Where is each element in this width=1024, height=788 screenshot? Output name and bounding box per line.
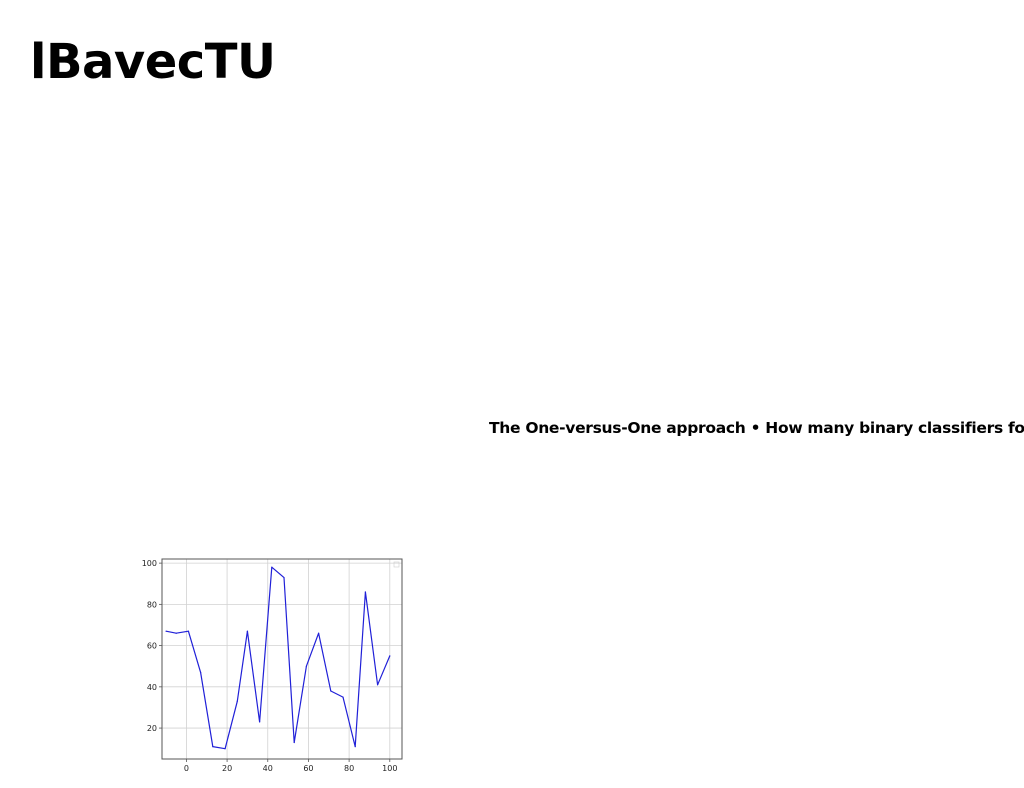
plot-frame <box>161 558 403 760</box>
series-line <box>165 566 391 750</box>
series-lines <box>165 566 391 750</box>
y-tick-label: 60 <box>147 642 157 651</box>
x-tick-label: 100 <box>382 764 397 773</box>
legend-frame <box>393 561 400 568</box>
y-tick-label: 20 <box>147 724 157 733</box>
y-tick-label: 100 <box>142 559 157 568</box>
data-point <box>376 684 379 686</box>
x-tick-label: 0 <box>184 764 189 773</box>
data-point <box>246 630 249 632</box>
y-tick-label: 80 <box>147 600 157 609</box>
data-point <box>293 741 295 744</box>
data-point <box>318 632 320 634</box>
data-point <box>271 566 273 568</box>
line-chart-svg: 0 20 40 60 80 100 20 40 60 80 100 <box>142 558 403 773</box>
y-tick-labels: 20 40 60 80 100 <box>142 559 162 733</box>
grid-lines <box>162 559 402 759</box>
data-point <box>259 721 261 723</box>
data-point <box>165 630 167 632</box>
data-point <box>187 630 190 632</box>
x-tick-labels: 0 20 40 60 80 100 <box>184 759 397 773</box>
line-chart: 0 20 40 60 80 100 20 40 60 80 100 <box>132 553 412 778</box>
data-point <box>200 671 202 674</box>
data-point <box>236 700 238 702</box>
data-point <box>364 591 366 593</box>
slide-caption: The One-versus-One approach • How many b… <box>489 419 1024 437</box>
x-tick-label: 40 <box>263 764 273 773</box>
x-tick-label: 80 <box>344 764 354 773</box>
data-point <box>330 690 332 692</box>
x-tick-label: 60 <box>303 764 313 773</box>
data-point <box>305 665 308 667</box>
data-point <box>354 746 356 748</box>
data-point <box>224 748 226 750</box>
data-point <box>212 746 214 748</box>
x-tick-label: 20 <box>222 764 232 773</box>
legend <box>393 561 400 568</box>
data-point <box>389 655 391 657</box>
data-point <box>342 696 344 698</box>
data-point <box>283 576 285 579</box>
y-tick-label: 40 <box>147 683 157 692</box>
page-title: lBavecTU <box>30 34 276 90</box>
data-point <box>175 632 177 634</box>
